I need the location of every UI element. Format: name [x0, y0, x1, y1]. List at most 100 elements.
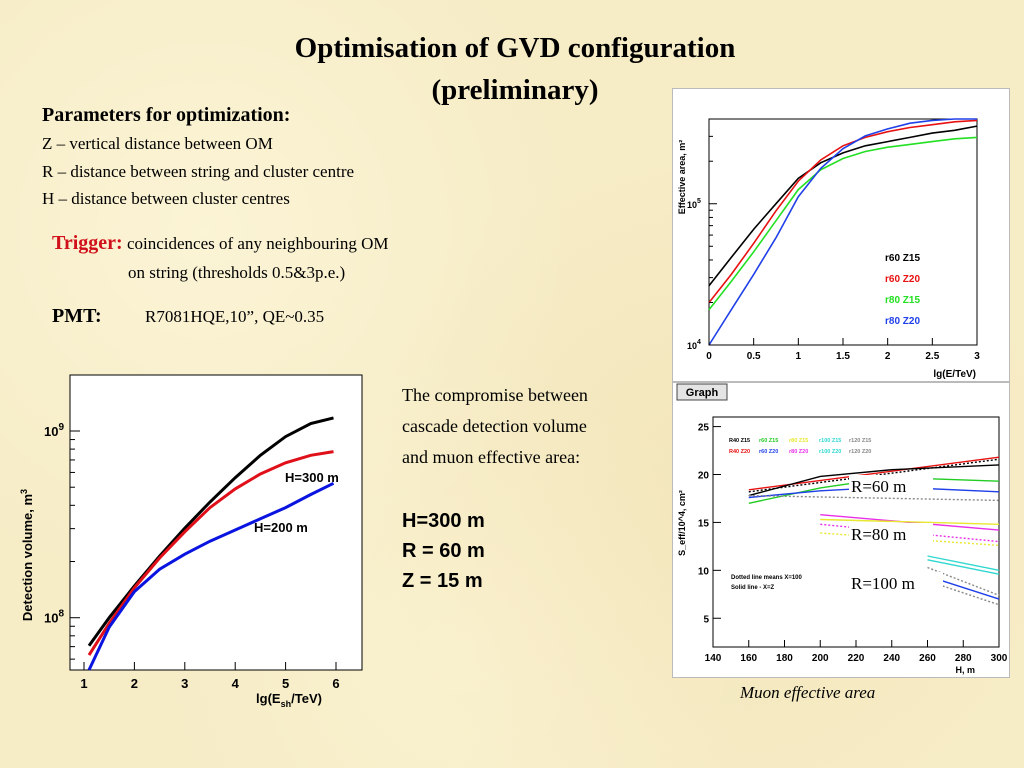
- muon-legend-entry: r60 Z20: [759, 449, 778, 455]
- muon-legend-entry: R40 Z20: [729, 449, 750, 455]
- muon-legend-entry: r60 Z15: [759, 438, 778, 444]
- choice-z: Z = 15 m: [402, 570, 483, 592]
- muon-xtick-label: 220: [848, 653, 865, 664]
- detection-xtick-label: 5: [282, 676, 289, 691]
- slide-title-line1: Optimisation of GVD configuration: [294, 32, 736, 64]
- effarea-ytick-label: 105: [687, 198, 701, 210]
- muon-ytick-label: 25: [698, 423, 710, 434]
- pmt-value: R7081HQE,10”, QE~0.35: [145, 307, 325, 326]
- detection-xtick-label: 2: [131, 676, 138, 691]
- muon-graph-chart: Graph 5 10 15 20 25 140 160 180 200 220 240 260 280…: [676, 383, 1008, 675]
- muon-graph-panel: Graph 5 10 15 20 25 140 160 180 200 220 240 260 280…: [672, 382, 1010, 678]
- effarea-ytick-base: 10: [687, 341, 697, 351]
- detection-series-2: [87, 481, 335, 671]
- params-header: Parameters for optimization:: [42, 104, 291, 126]
- choice-h: H=300 m: [402, 510, 485, 532]
- detection-series-0: [87, 416, 334, 647]
- muon-series-10: [927, 555, 1000, 571]
- effarea-xtick-label: 0.5: [747, 351, 761, 362]
- r60-label-bg: [849, 475, 933, 496]
- detection-ylabel-exp: 3: [19, 489, 29, 494]
- muon-xtick-label: 280: [955, 653, 972, 664]
- param-h: H – distance between cluster centres: [42, 189, 290, 208]
- muon-legend-entry: r80 Z15: [789, 438, 808, 444]
- detection-ylabel: Detection volume, m3: [19, 489, 35, 621]
- effarea-ylabel: Effective area, m²: [677, 140, 687, 215]
- muon-legend-entry: r120 Z15: [849, 438, 871, 444]
- muon-xlabel: H, m: [955, 665, 975, 675]
- muon-series-11: [927, 559, 1000, 575]
- muon-xtick-label: 260: [919, 653, 936, 664]
- effarea-legend-entry: r60 Z15: [885, 253, 920, 264]
- detection-xlabel-b: /TeV): [291, 691, 322, 706]
- muon-ylabel: S_eff/10^4, cm²: [677, 490, 687, 556]
- effarea-ytick-label: 104: [687, 339, 701, 351]
- detection-xtick-label: 4: [232, 676, 240, 691]
- effarea-xtick-label: 2: [885, 351, 891, 362]
- muon-legend-entry: r100 Z15: [819, 438, 841, 444]
- annotation-r100: R=100 m: [851, 574, 915, 593]
- choice-r: R = 60 m: [402, 540, 485, 562]
- compromise-line3: and muon effective area:: [402, 447, 581, 467]
- annotation-h300: H=300 m: [285, 470, 339, 485]
- muon-xtick-label: 160: [740, 653, 757, 664]
- trigger-label: Trigger:: [52, 232, 123, 254]
- detection-ytick-base: 10: [44, 611, 58, 626]
- muon-legend-entry: r80 Z20: [789, 449, 808, 455]
- muon-legend-entry: r120 Z20: [849, 449, 871, 455]
- effarea-legend-entry: r60 Z20: [885, 274, 920, 285]
- effarea-legend-entry: r80 Z15: [885, 295, 920, 306]
- effective-area-panel: 105 104 0 0.5 1 1.5 2 2.5 3 r60 Z15 r60 Z20 r80 Z…: [672, 88, 1010, 382]
- effarea-xtick-label: 2.5: [925, 351, 939, 362]
- muon-xtick-label: 300: [991, 653, 1008, 664]
- note-dotted: Dotted line means X=100: [731, 575, 803, 581]
- muon-ytick-label: 10: [698, 566, 710, 577]
- effarea-xlabel: lg(E/TeV): [933, 369, 976, 380]
- detection-xlabel-a: lg(E: [256, 691, 281, 706]
- muon-xtick-label: 140: [705, 653, 722, 664]
- muon-series-5: [748, 494, 1000, 502]
- trigger-line: Trigger: coincidences of any neighbourin…: [52, 232, 389, 255]
- effarea-xtick-label: 1: [796, 351, 802, 362]
- muon-series-7: [820, 518, 1000, 525]
- param-r: R – distance between string and cluster …: [42, 162, 355, 181]
- detection-plot-frame: [69, 374, 363, 671]
- effarea-ytick-base: 10: [687, 200, 697, 210]
- effarea-ytick-exp: 5: [697, 198, 701, 205]
- effarea-xtick-label: 1.5: [836, 351, 850, 362]
- effarea-series-1: [708, 119, 978, 304]
- trigger-text-2: on string (thresholds 0.5&3p.e.): [128, 263, 346, 282]
- graph-tab: [676, 383, 728, 401]
- detection-ytick-label: 108: [44, 609, 64, 626]
- effarea-series-3: [708, 118, 977, 346]
- muon-xtick-label: 180: [776, 653, 793, 664]
- muon-caption: Muon effective area: [740, 683, 876, 702]
- effarea-ytick-exp: 4: [697, 339, 701, 346]
- effarea-plot-frame: [708, 118, 978, 346]
- param-z: Z – vertical distance between OM: [42, 134, 273, 153]
- muon-legend-entry: R40 Z15: [729, 438, 750, 444]
- detection-xtick-label: 3: [181, 676, 188, 691]
- detection-xtick-label: 6: [332, 676, 339, 691]
- effarea-legend-entry: r80 Z20: [885, 316, 920, 327]
- note-solid: Solid line - X=Z: [731, 585, 775, 591]
- r100-label-bg: [849, 572, 943, 593]
- effarea-xtick-label: 0: [706, 351, 712, 362]
- detection-xtick-label: 1: [80, 676, 87, 691]
- graph-tab-label: Graph: [686, 387, 719, 399]
- detection-ytick-base: 10: [44, 424, 58, 439]
- r80-label-bg: [849, 523, 933, 544]
- detection-ytick-label: 109: [44, 422, 64, 439]
- effarea-xtick-label: 3: [974, 351, 980, 362]
- detection-ylabel-text: Detection volume, m: [20, 494, 35, 621]
- compromise-line2: cascade detection volume: [402, 416, 587, 436]
- annotation-r80: R=80 m: [851, 525, 906, 544]
- muon-series-1: [748, 464, 1000, 497]
- muon-ytick-label: 15: [698, 518, 710, 529]
- trigger-text: coincidences of any neighbouring OM: [126, 234, 389, 253]
- detection-xlabel-sub: sh: [281, 699, 292, 709]
- annotation-h200: H=200 m: [254, 520, 308, 535]
- compromise-line1: The compromise between: [402, 385, 588, 405]
